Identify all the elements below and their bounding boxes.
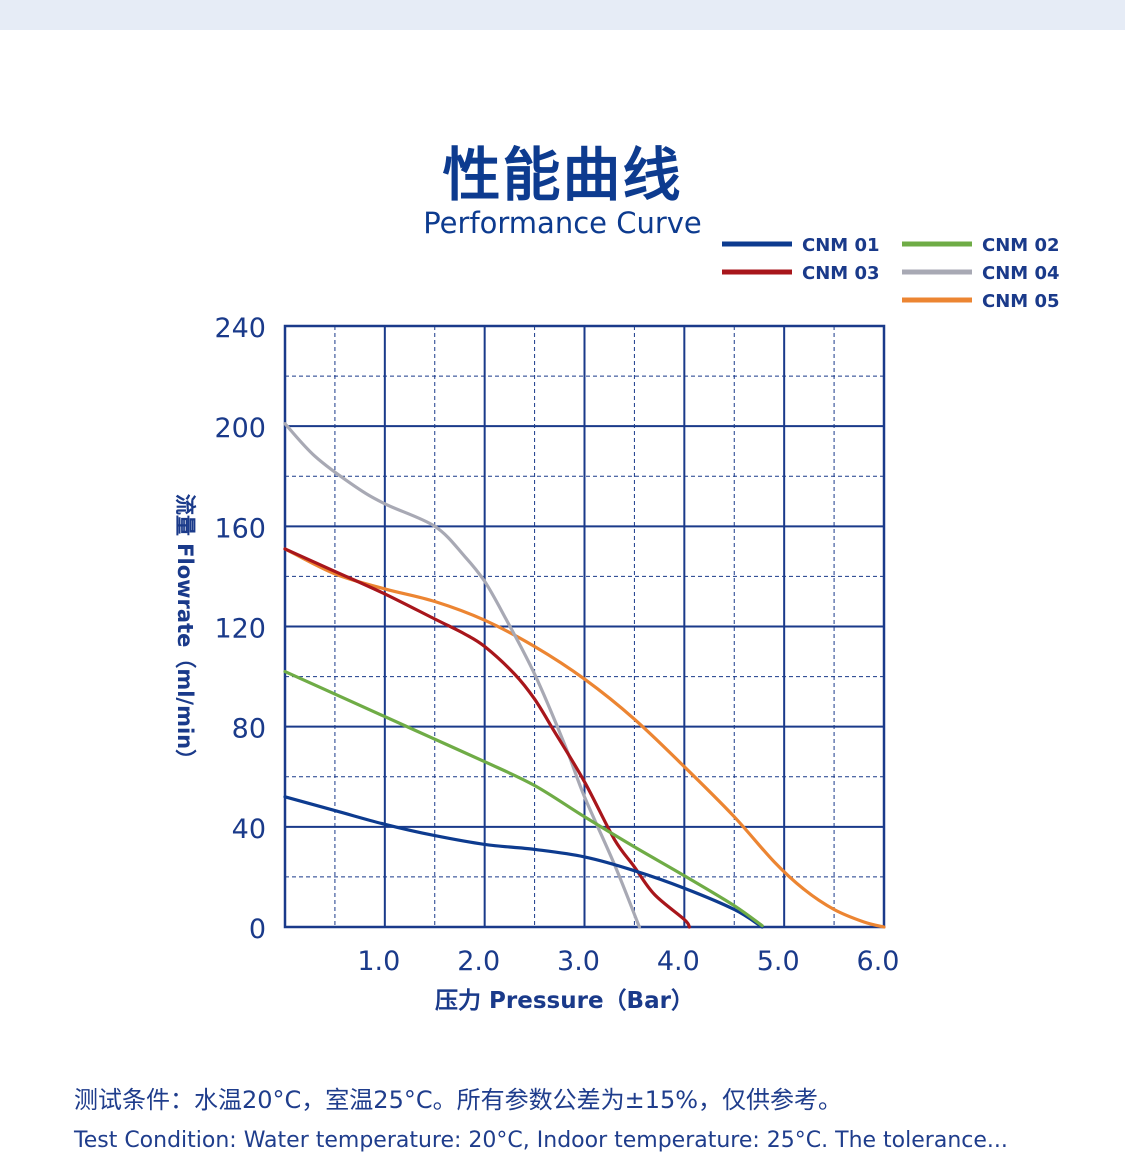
series-line-cnm-02 (283, 670, 764, 928)
series-line-cnm-05 (283, 547, 886, 929)
y-tick-label: 240 (214, 313, 266, 344)
x-tick-label: 1.0 (357, 946, 400, 977)
series-line-cnm-04 (283, 422, 641, 929)
page-title-cn: 性能曲线 (442, 141, 683, 209)
y-tick-label: 40 (232, 814, 266, 845)
axis-layer: 0 40 80 120 160 200 240 1.0 2.0 3.0 4.0 5.0 6.0 压力 Pr… (173, 313, 899, 1014)
x-axis-title: 压力 Pressure（Bar） (435, 987, 694, 1014)
legend-label-cnm-01: CNM 01 (802, 235, 880, 256)
y-axis-title: 流量 Flowrate（ml/min） (173, 494, 197, 770)
legend-label-cnm-02: CNM 02 (982, 235, 1060, 256)
x-tick-label: 5.0 (757, 946, 800, 977)
page-title-en: Performance Curve (423, 206, 702, 240)
test-condition-en: Test Condition: Water temperature: 20°C,… (74, 1128, 1008, 1153)
series-line-cnm-01 (283, 795, 764, 929)
y-tick-label: 120 (214, 614, 266, 645)
series-line-cnm-03 (283, 547, 691, 929)
y-tick-label: 0 (249, 914, 266, 945)
x-tick-label: 6.0 (857, 946, 900, 977)
plot-frame (283, 324, 886, 929)
legend-label-cnm-03: CNM 03 (802, 263, 880, 284)
x-tick-label: 3.0 (557, 946, 600, 977)
legend-label-cnm-05: CNM 05 (982, 291, 1060, 312)
top-banner (0, 0, 1125, 30)
series-layer (283, 422, 886, 929)
grid-layer (283, 324, 886, 929)
x-tick-label: 2.0 (457, 946, 500, 977)
y-tick-label: 200 (214, 413, 266, 444)
performance-chart: 0 40 80 120 160 200 240 1.0 2.0 3.0 4.0 5.0 6.0 压力 Pr… (173, 235, 1060, 1014)
x-tick-label: 4.0 (657, 946, 700, 977)
legend-layer: CNM 01 CNM 02 CNM 03 CNM 04 CNM 05 (722, 235, 1060, 312)
y-tick-label: 80 (232, 714, 266, 745)
test-condition-cn: 测试条件：水温20°C，室温25°C。所有参数公差为±15%，仅供参考。 (74, 1086, 843, 1114)
y-tick-label: 160 (214, 513, 266, 544)
legend-label-cnm-04: CNM 04 (982, 263, 1060, 284)
